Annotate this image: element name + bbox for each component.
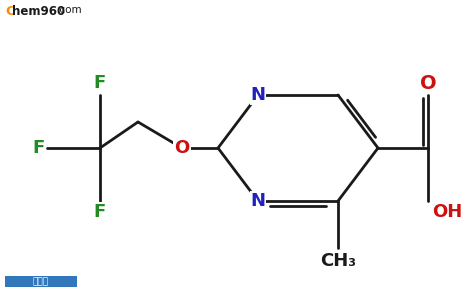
Text: hem960: hem960 xyxy=(12,5,65,18)
Text: .com: .com xyxy=(57,5,82,15)
Text: F: F xyxy=(94,203,106,221)
Text: O: O xyxy=(174,139,190,157)
Text: N: N xyxy=(250,86,265,104)
Text: N: N xyxy=(250,192,265,210)
Text: CH₃: CH₃ xyxy=(320,252,356,270)
Text: C: C xyxy=(5,5,15,18)
Text: O: O xyxy=(419,74,436,93)
Bar xyxy=(5,276,77,287)
Text: F: F xyxy=(94,74,106,92)
Text: F: F xyxy=(33,139,45,157)
Text: OH: OH xyxy=(432,203,462,221)
Text: 化工网: 化工网 xyxy=(33,277,49,286)
